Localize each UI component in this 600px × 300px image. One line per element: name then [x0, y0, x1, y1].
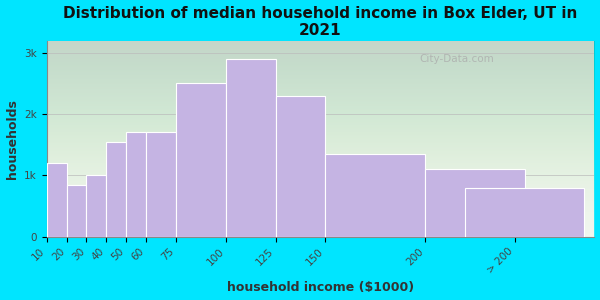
Bar	[126, 133, 146, 237]
Bar	[465, 188, 584, 237]
Bar	[275, 96, 325, 237]
Bar	[47, 163, 67, 237]
Bar	[106, 142, 126, 237]
Bar	[226, 59, 275, 237]
Text: City-Data.com: City-Data.com	[419, 54, 494, 64]
Bar	[67, 184, 86, 237]
X-axis label: household income ($1000): household income ($1000)	[227, 281, 414, 294]
Y-axis label: households: households	[5, 99, 19, 178]
Bar	[86, 176, 106, 237]
Bar	[146, 133, 176, 237]
Bar	[176, 83, 226, 237]
Bar	[425, 169, 525, 237]
Bar	[325, 154, 425, 237]
Title: Distribution of median household income in Box Elder, UT in
2021: Distribution of median household income …	[64, 6, 578, 38]
